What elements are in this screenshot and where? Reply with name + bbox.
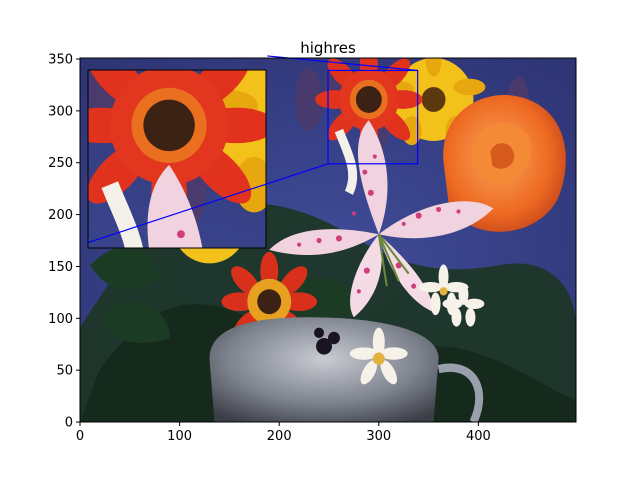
y-tick-label: 0 — [65, 416, 73, 431]
y-tick-label: 50 — [56, 364, 73, 379]
y-tick-label: 150 — [48, 260, 73, 275]
zoom-connector-line-bottom — [87, 163, 329, 244]
x-tick-label: 300 — [366, 429, 391, 444]
zoom-indicator-rectangle — [327, 69, 419, 165]
x-axis: 0 100 200 300 400 — [76, 422, 491, 444]
chart-title: highres — [300, 39, 356, 57]
y-tick-label: 350 — [48, 53, 73, 68]
x-tick-label: 100 — [167, 429, 192, 444]
axes-frame — [79, 57, 577, 423]
x-tick-label: 200 — [267, 429, 292, 444]
x-tick-label: 0 — [76, 429, 84, 444]
x-tick-label: 400 — [466, 429, 491, 444]
y-tick-label: 250 — [48, 156, 73, 171]
y-tick-label: 100 — [48, 312, 73, 327]
y-tick-label: 300 — [48, 104, 73, 119]
inset-frame — [87, 69, 267, 249]
y-axis: 0 50 100 150 200 250 300 350 — [48, 53, 80, 431]
y-tick-label: 200 — [48, 208, 73, 223]
